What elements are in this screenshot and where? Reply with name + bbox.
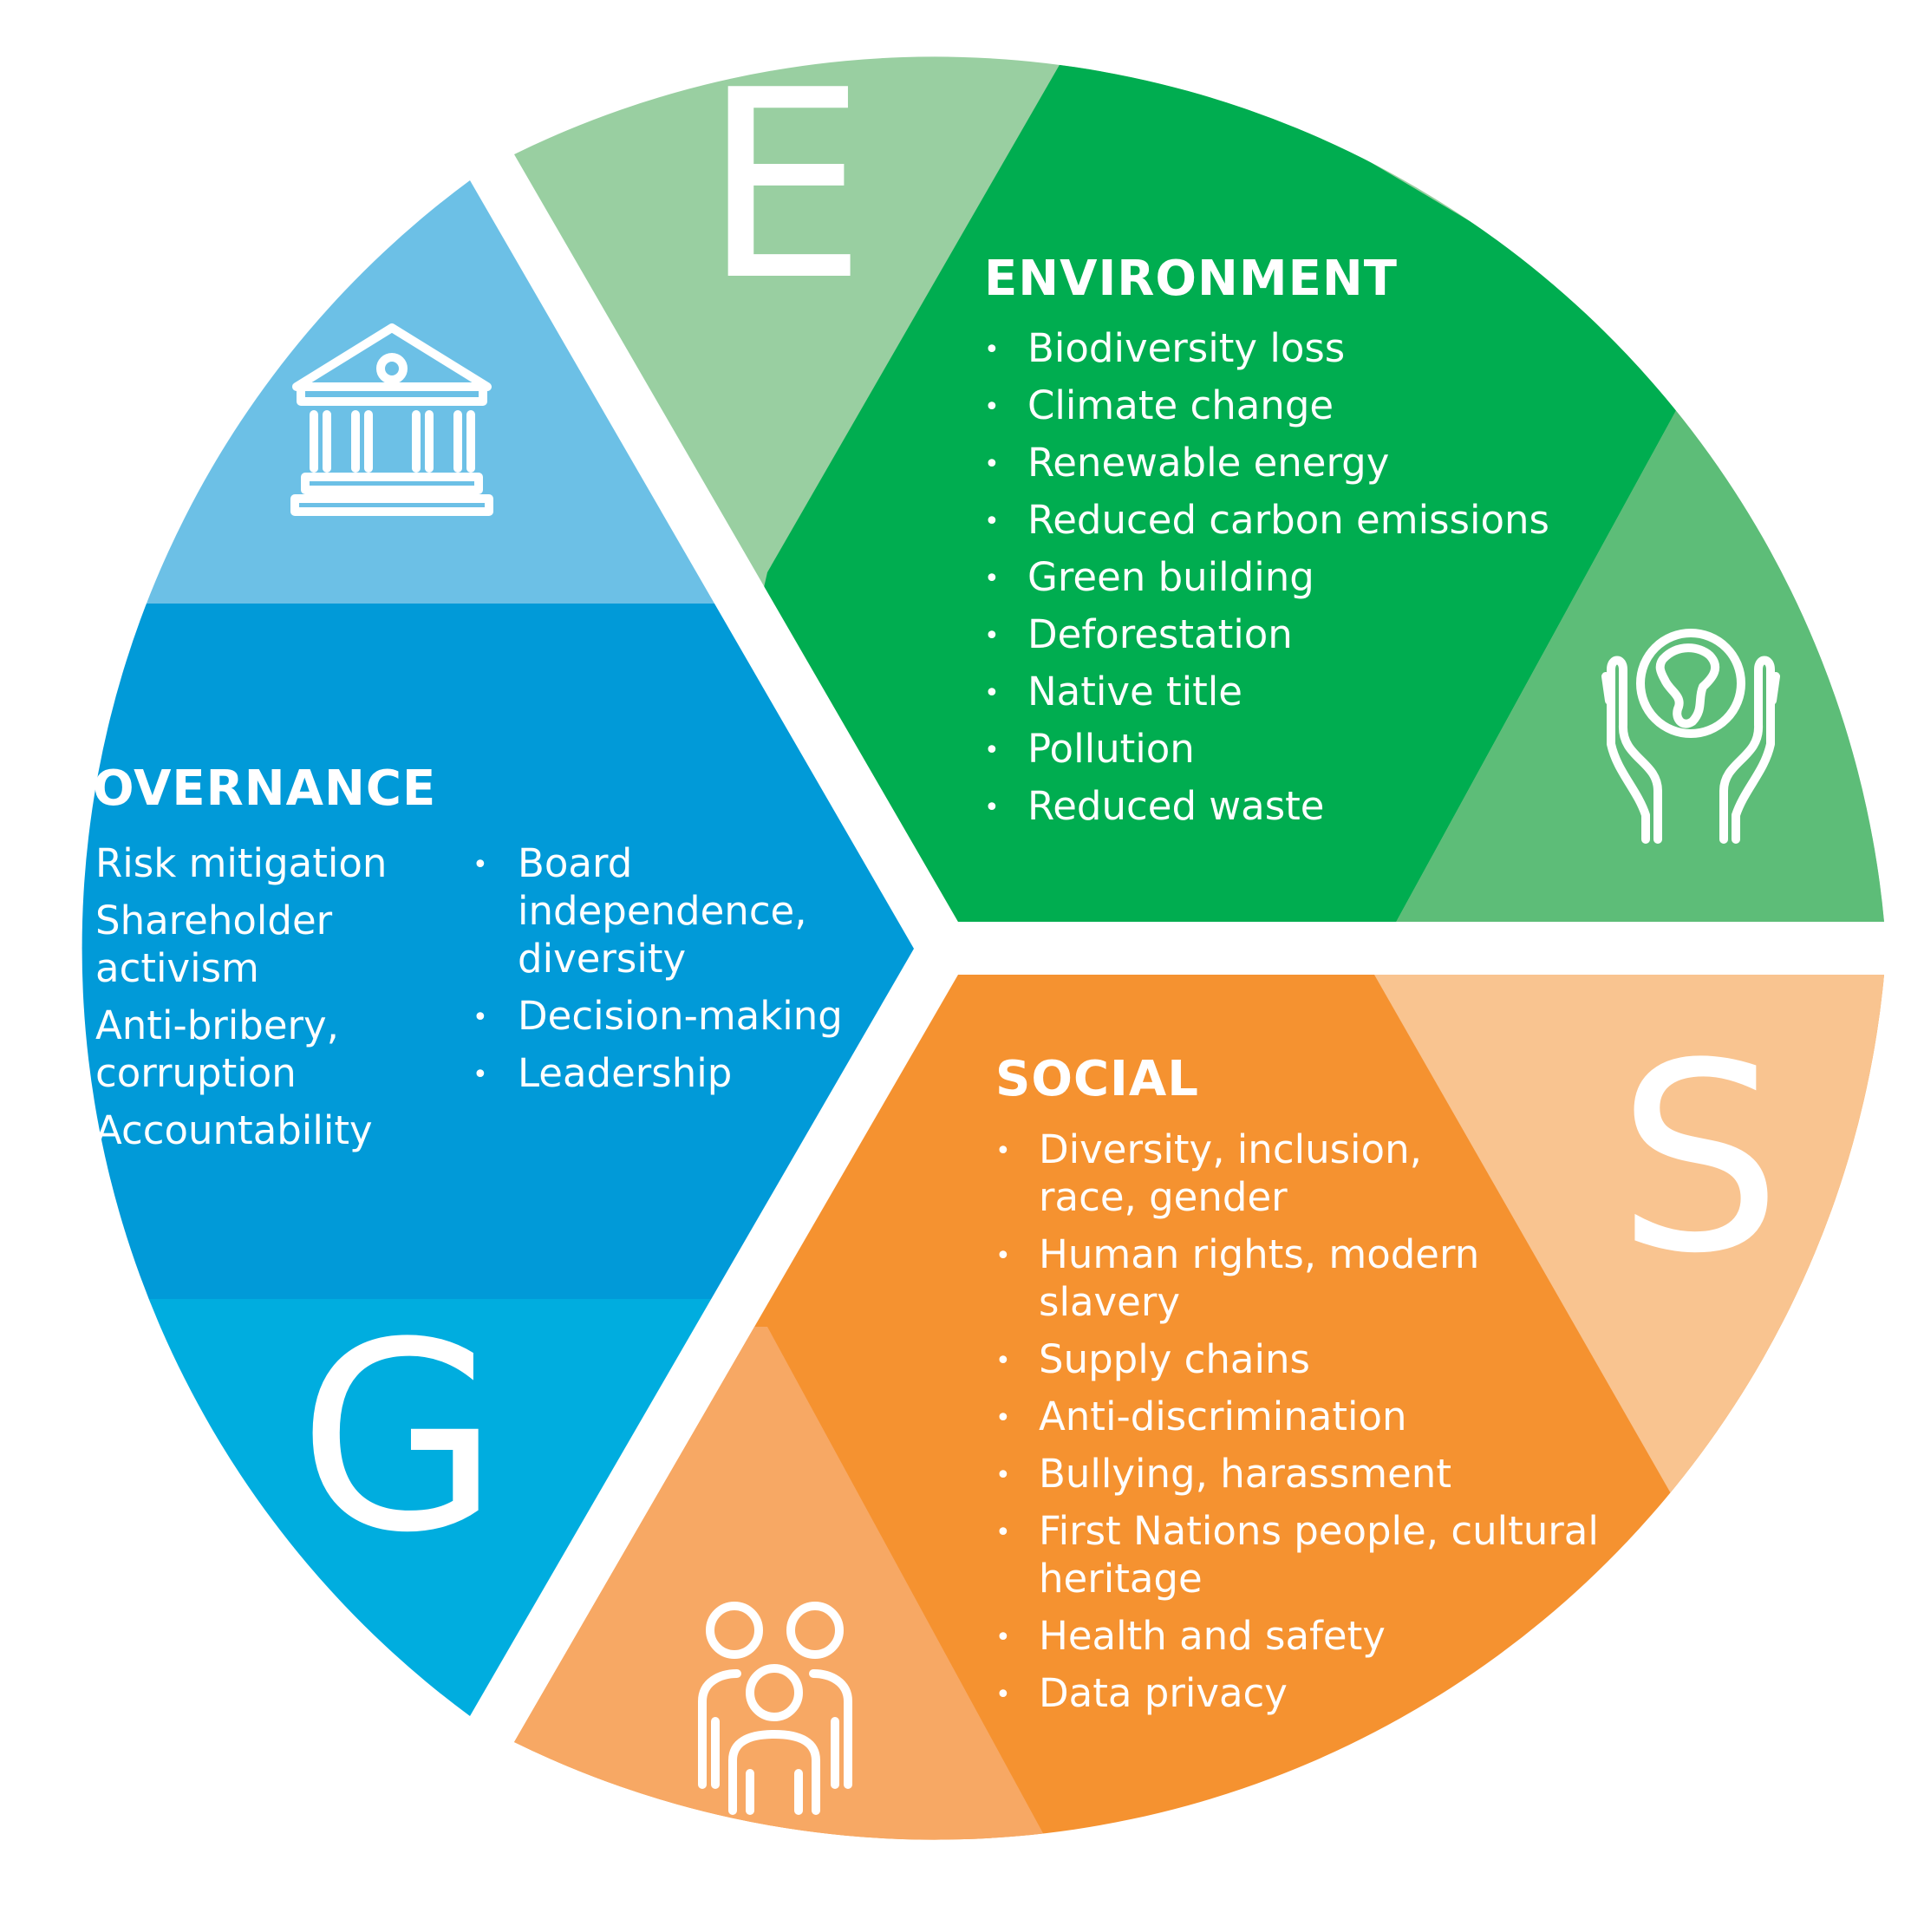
bullet-dot: • — [473, 850, 488, 880]
list-item-text: Anti-bribery, — [95, 1002, 339, 1048]
governance-main-band — [82, 604, 914, 1299]
list-item-text: Diversity, inclusion, — [1039, 1126, 1422, 1172]
list-item-text: activism — [95, 945, 259, 991]
bullet-dot: • — [984, 793, 1000, 823]
list-item-text: Climate change — [1027, 382, 1334, 428]
list-item-text: Shareholder — [95, 897, 333, 943]
governance-title: GOVERNANCE — [52, 760, 436, 817]
list-item-text: Renewable energy — [1027, 440, 1389, 486]
bullet-dot: • — [984, 564, 1000, 594]
bullet-dot: • — [984, 735, 1000, 766]
list-item-text: Green building — [1027, 554, 1314, 600]
bullet-dot: • — [52, 1012, 68, 1042]
bullet-dot: • — [995, 1241, 1011, 1271]
institution-building-icon — [290, 323, 493, 516]
list-item-text: First Nations people, cultural — [1039, 1508, 1599, 1554]
list-item-text: diversity — [518, 936, 686, 982]
bullet-dot: • — [995, 1460, 1011, 1491]
bullet-dot: • — [995, 1136, 1011, 1166]
list-item-text: Pollution — [1027, 726, 1195, 772]
list-item-text: Board — [518, 840, 632, 886]
bullet-dot: • — [984, 621, 1000, 651]
list-item-text: Risk mitigation — [95, 840, 387, 886]
bullet-dot: • — [984, 678, 1000, 708]
people-group-icon — [698, 1602, 852, 1815]
hands-globe-icon — [1601, 629, 1780, 844]
list-item-text: Health and safety — [1039, 1613, 1386, 1659]
bullet-dot: • — [995, 1518, 1011, 1548]
list-item-text: Decision-making — [518, 993, 843, 1039]
governance-letter: G — [298, 1287, 499, 1589]
list-item-text: Reduced carbon emissions — [1027, 497, 1549, 543]
bullet-dot: • — [995, 1403, 1011, 1433]
social-list: • Diversity, inclusion,race, gender • Human… — [995, 1126, 1599, 1716]
bullet-dot: • — [984, 392, 1000, 422]
list-item-text: Native title — [1027, 669, 1242, 715]
list-item-text: Leadership — [518, 1050, 732, 1096]
list-item-text: Data privacy — [1039, 1670, 1288, 1716]
bullet-dot: • — [52, 907, 68, 937]
bullet-dot: • — [995, 1622, 1011, 1653]
list-item-text: Biodiversity loss — [1027, 325, 1345, 371]
list-item-text: heritage — [1039, 1556, 1203, 1602]
bullet-dot: • — [995, 1346, 1011, 1376]
list-item-text: corruption — [95, 1050, 297, 1096]
social-letter: S — [1617, 1008, 1782, 1310]
bullet-dot: • — [984, 506, 1000, 537]
bullet-dot: • — [52, 850, 68, 880]
list-item-text: Human rights, modern — [1039, 1231, 1479, 1277]
bullet-dot: • — [995, 1680, 1011, 1710]
list-item-text: Bullying, harassment — [1039, 1451, 1451, 1497]
environment-list: • Biodiversity loss • Climate change • Renewa… — [984, 325, 1549, 829]
list-item-text: Anti-discrimination — [1039, 1394, 1407, 1439]
list-item-text: race, gender — [1039, 1174, 1288, 1220]
list-item-text: independence, — [518, 888, 807, 934]
list-item-text: Reduced waste — [1027, 783, 1324, 829]
bullet-dot: • — [984, 335, 1000, 365]
environment-title: ENVIRONMENT — [984, 251, 1398, 307]
bullet-dot: • — [473, 1002, 488, 1033]
bullet-dot: • — [473, 1060, 488, 1090]
list-item-text: slavery — [1039, 1279, 1180, 1325]
social-title: SOCIAL — [995, 1051, 1199, 1107]
list-item-text: Accountability — [95, 1107, 373, 1153]
environment-main-band — [681, 56, 1704, 922]
list-item-text: Supply chains — [1039, 1336, 1310, 1382]
bullet-dot: • — [984, 449, 1000, 480]
list-item-text: Deforestation — [1027, 611, 1293, 657]
environment-letter: E — [702, 35, 867, 337]
bullet-dot: • — [52, 1117, 68, 1147]
